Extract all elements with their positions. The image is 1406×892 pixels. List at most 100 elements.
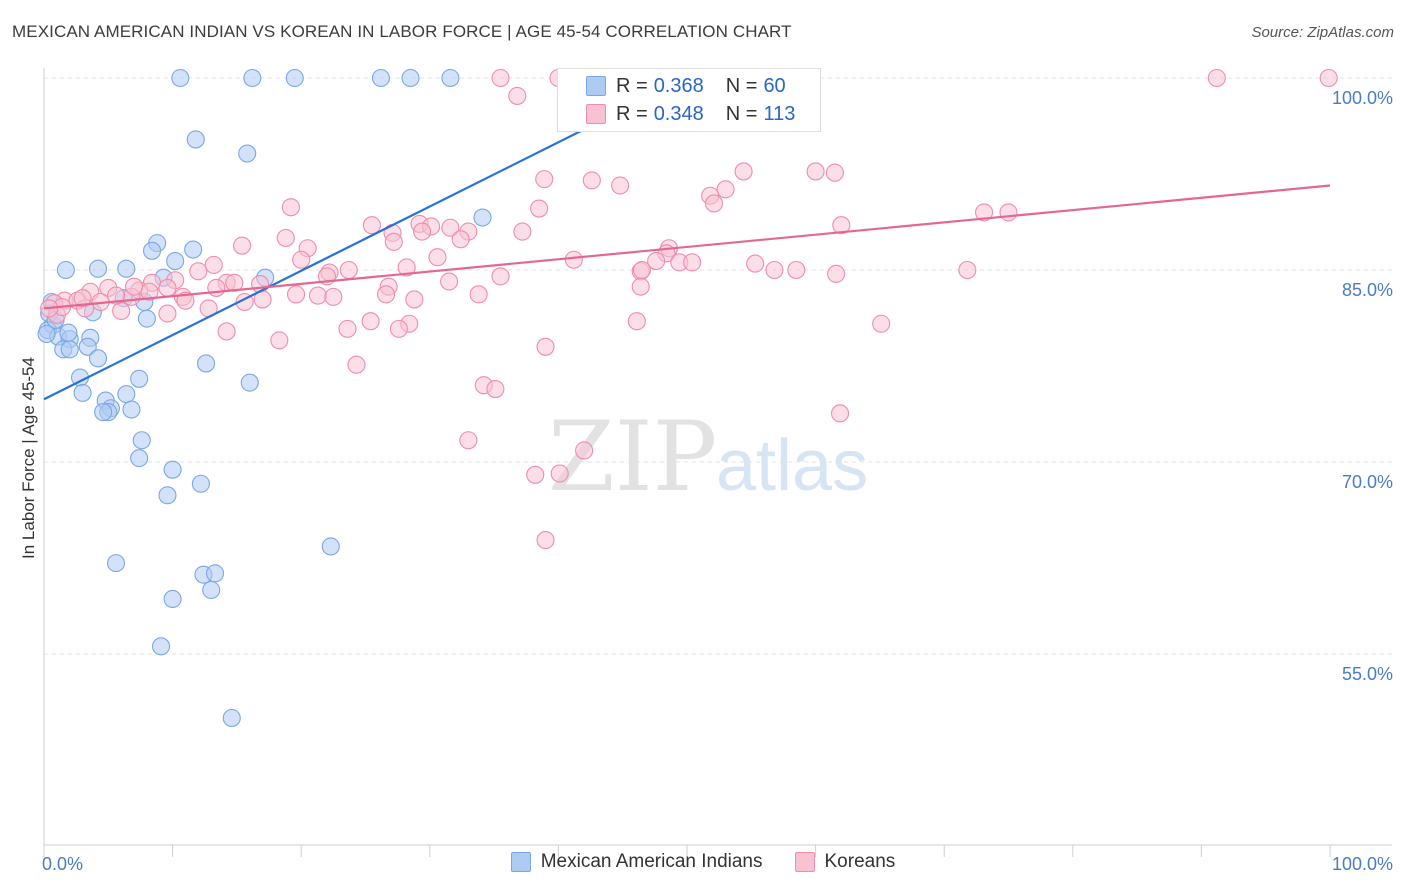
legend-row-koreans: R = 0.348 N = 113: [558, 100, 795, 128]
data-point: [78, 337, 97, 356]
data-point: [377, 285, 396, 304]
data-point: [536, 531, 555, 550]
data-point: [361, 312, 380, 331]
legend-item-koreans[interactable]: Koreans: [794, 851, 896, 873]
data-point: [632, 260, 652, 280]
data-point: [94, 403, 113, 422]
data-point: [491, 68, 510, 88]
data-point: [142, 241, 162, 260]
data-point: [308, 286, 327, 305]
data-point: [196, 354, 216, 373]
data-point: [73, 383, 92, 402]
watermark-zip: ZIP: [548, 401, 717, 513]
data-point: [88, 259, 108, 278]
data-point: [163, 589, 182, 609]
data-point: [806, 162, 825, 181]
legend-swatch-blue: [510, 852, 531, 872]
data-point: [413, 222, 432, 241]
data-point: [872, 314, 891, 333]
legend-swatch-pink: [794, 852, 815, 872]
data-point: [60, 340, 79, 359]
data-point: [189, 262, 208, 281]
data-point: [1207, 68, 1226, 88]
data-point: [627, 312, 646, 331]
y-axis-label: In Labor Force | Age 45-54: [19, 357, 38, 559]
data-point: [217, 322, 236, 341]
data-point: [292, 250, 311, 269]
legend-label: Koreans: [824, 851, 896, 872]
data-point: [191, 474, 210, 493]
watermark-atlas: atlas: [716, 426, 868, 506]
data-point: [631, 277, 650, 296]
data-point: [384, 232, 403, 251]
data-point: [222, 708, 241, 728]
data-point: [825, 163, 844, 182]
legend-n-value: 113: [763, 102, 796, 125]
data-point: [321, 537, 340, 556]
data-point: [832, 216, 851, 235]
data-point: [124, 277, 144, 296]
data-point: [550, 464, 569, 483]
data-point: [611, 176, 630, 195]
data-point: [647, 251, 666, 271]
data-point: [459, 431, 478, 450]
data-point: [535, 170, 554, 189]
data-point: [491, 267, 510, 286]
data-point: [746, 254, 765, 273]
series-mexican-american-indians: [37, 68, 492, 728]
legend-n-label: N =: [725, 102, 758, 125]
data-point: [958, 260, 977, 280]
data-point: [508, 86, 527, 105]
legend-n-value: 60: [763, 74, 786, 97]
data-point: [999, 203, 1018, 222]
data-point: [830, 404, 850, 423]
data-point: [37, 324, 56, 344]
data-point: [122, 400, 141, 419]
data-point: [683, 253, 702, 272]
data-point: [137, 309, 156, 328]
x-tick-label: 0.0%: [42, 854, 83, 874]
data-point: [250, 275, 270, 294]
x-tick-label: 100.0%: [1332, 854, 1393, 874]
data-point: [441, 218, 460, 237]
data-point: [59, 323, 78, 342]
legend-swatch-pink: [586, 104, 606, 124]
data-point: [526, 465, 545, 484]
data-point: [716, 180, 735, 199]
data-point: [88, 349, 108, 368]
data-point: [204, 255, 223, 274]
data-point: [564, 250, 583, 269]
data-point: [151, 637, 171, 656]
data-point: [202, 580, 221, 600]
data-point: [163, 460, 182, 479]
data-point: [536, 337, 555, 356]
data-point: [451, 230, 470, 249]
series-koreans: [40, 68, 1338, 550]
data-point: [734, 162, 753, 181]
data-point: [441, 68, 460, 88]
data-point: [238, 144, 257, 163]
data-point: [281, 198, 300, 217]
legend-r-value: 0.348: [653, 102, 704, 125]
data-point: [339, 260, 358, 280]
legend-item-mexican-american-indians[interactable]: Mexican American Indians: [510, 851, 763, 873]
data-point: [428, 248, 447, 267]
legend-r-label: R =: [616, 102, 648, 125]
axes: [43, 68, 1392, 857]
data-point: [397, 258, 416, 277]
data-point: [347, 355, 366, 374]
data-point: [117, 385, 136, 404]
data-point: [704, 194, 724, 213]
data-point: [469, 285, 488, 304]
data-point: [285, 68, 304, 88]
data-point: [440, 272, 459, 291]
data-point: [582, 171, 601, 190]
data-point: [371, 68, 390, 88]
data-point: [287, 285, 306, 304]
y-tick-label: 55.0%: [1342, 664, 1393, 684]
data-point: [176, 291, 195, 310]
data-point: [530, 199, 549, 218]
data-point: [130, 449, 149, 468]
data-point: [324, 287, 343, 306]
